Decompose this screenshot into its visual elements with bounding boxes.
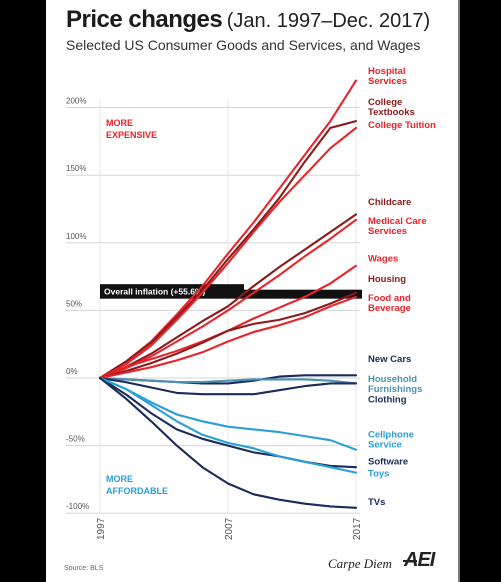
series-line <box>98 376 358 396</box>
series-end-label: Childcare <box>368 197 411 208</box>
chart-title: Price changes (Jan. 1997–Dec. 2017) <box>66 6 430 34</box>
series-end-label: Services <box>368 226 407 237</box>
brand-name: Carpe Diem <box>328 556 392 571</box>
series-end-label: New Cars <box>368 354 411 365</box>
more-expensive-label: EXPENSIVE <box>106 130 157 140</box>
series-end-label: Software <box>368 457 408 468</box>
series-end-label: TVs <box>368 497 385 508</box>
series-end-label: Textbooks <box>368 107 415 118</box>
series-end-label: Housing <box>368 274 406 285</box>
x-tick-label: 1997 <box>96 517 107 540</box>
more-affordable-label: AFFORDABLE <box>106 486 168 496</box>
price-change-chart: 200% 150% 100% 50% 0% -50% -100% 1997 2007 2017 Ov… <box>66 66 436 540</box>
series-line <box>98 376 358 509</box>
series-line <box>98 376 358 474</box>
y-tick-label: 50% <box>66 299 82 308</box>
series-line <box>98 376 358 451</box>
series-end-label: Cellphone <box>368 429 414 440</box>
series-end-label: College <box>368 97 402 108</box>
series-end-label: Toys <box>368 469 389 480</box>
series-line <box>98 120 358 380</box>
series-end-label: Furnishings <box>368 384 422 395</box>
y-tick-label: 200% <box>66 97 86 106</box>
y-tick-label: 0% <box>66 367 78 376</box>
source-note: Source: BLS <box>64 565 104 572</box>
series-line <box>98 376 358 385</box>
series-end-label: College Tuition <box>368 120 436 131</box>
logo-underline <box>403 560 417 562</box>
more-affordable-label: MORE <box>106 474 133 484</box>
chart-title-period: (Jan. 1997–Dec. 2017) <box>226 10 431 32</box>
aei-logo: AEI <box>404 549 435 571</box>
y-tick-label: -50% <box>66 435 85 444</box>
inflation-label: Overall inflation (+55.6%) <box>104 287 205 297</box>
chart-subtitle: Selected US Consumer Goods and Services,… <box>66 37 421 53</box>
series-line <box>98 218 358 380</box>
chart-card: Price changes (Jan. 1997–Dec. 2017) Sele… <box>46 0 460 582</box>
y-tick-label: 150% <box>66 164 86 173</box>
series-end-label: Wages <box>368 254 398 265</box>
series-end-label: Clothing <box>368 394 407 405</box>
series-line <box>98 126 358 380</box>
y-tick-label: 100% <box>66 232 86 241</box>
series-end-label: Household <box>368 374 417 385</box>
series-end-label: Beverage <box>368 303 411 314</box>
chart-title-main: Price changes <box>66 6 223 33</box>
series-end-label: Medical Care <box>368 216 427 227</box>
card-border <box>458 0 460 582</box>
x-tick-label: 2017 <box>352 517 363 540</box>
y-tick-label: -100% <box>66 502 89 511</box>
series-end-label: Hospital <box>368 66 405 77</box>
x-tick-label: 2007 <box>224 517 235 540</box>
more-expensive-label: MORE <box>106 118 133 128</box>
series-line <box>98 213 358 380</box>
series-line <box>98 295 358 380</box>
series-line <box>98 291 358 380</box>
series-end-label: Services <box>368 76 407 87</box>
series-end-label: Food and <box>368 293 411 304</box>
series-end-label: Service <box>368 439 402 450</box>
